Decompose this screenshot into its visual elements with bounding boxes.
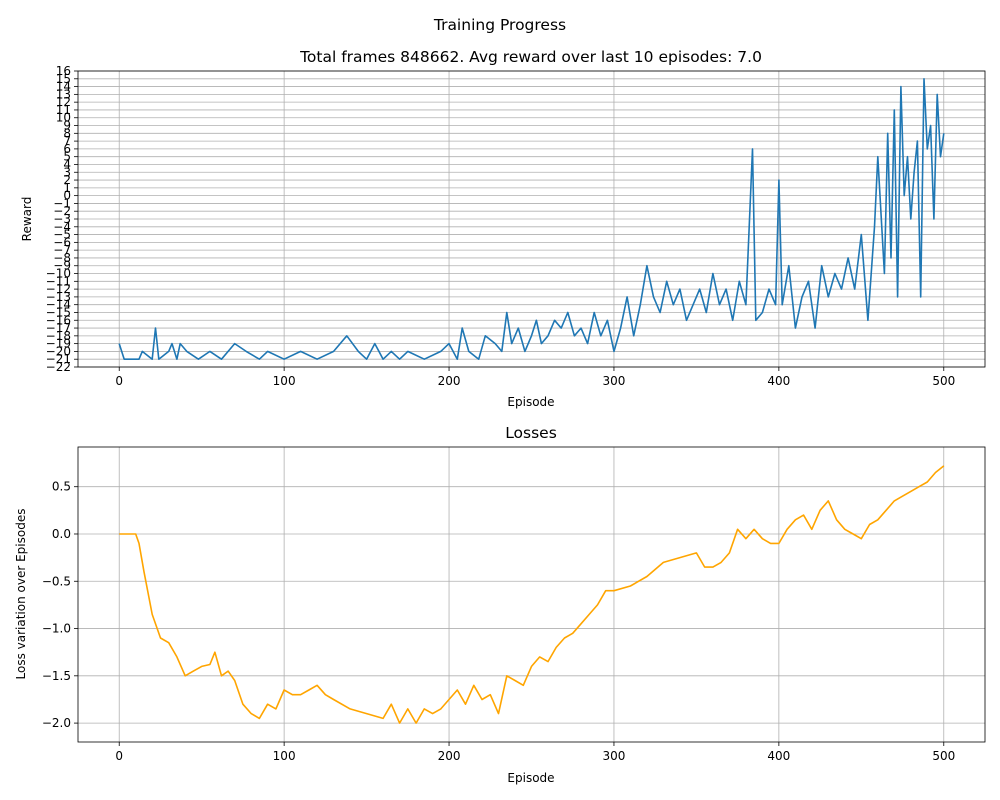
- reward-xtick-label: 400: [767, 374, 790, 388]
- reward-ytick-label: 6: [63, 142, 71, 156]
- reward-ytick-label: −2: [53, 204, 71, 218]
- reward-ytick-label: −4: [53, 220, 71, 234]
- losses-ytick-label: −1.5: [42, 669, 71, 683]
- reward-xtick-label: 200: [438, 374, 461, 388]
- reward-ytick-label: 7: [63, 134, 71, 148]
- reward-ytick-label: 10: [56, 111, 71, 125]
- losses-ytick-label: −2.0: [42, 716, 71, 730]
- losses-chart: Losses 0 100 200 300 400 500 −2.0 −1.5 −1.0 −0.5 0…: [14, 424, 986, 785]
- reward-ytick-label: −22: [46, 360, 71, 374]
- reward-chart-frame: [77, 70, 986, 368]
- reward-ytick-label: −20: [46, 344, 71, 358]
- reward-ytick-label: −19: [46, 337, 71, 351]
- reward-xtick-label: 500: [932, 374, 955, 388]
- reward-ytick-label: 14: [56, 80, 71, 94]
- reward-ytick-label: 2: [63, 173, 71, 187]
- reward-xtick-label: 100: [273, 374, 296, 388]
- losses-ytick-label: −1.0: [42, 622, 71, 636]
- reward-ytick-label: −17: [46, 321, 71, 335]
- reward-ytick-label: 0: [63, 189, 71, 203]
- reward-ytick-label: −18: [46, 329, 71, 343]
- reward-ytick-label: −10: [46, 267, 71, 281]
- reward-ytick-label: 9: [63, 119, 71, 133]
- reward-ytick-label: −13: [46, 290, 71, 304]
- reward-ytick-label: −14: [46, 298, 71, 312]
- losses-ytick-label: −0.5: [42, 574, 71, 588]
- reward-ytick-label: 15: [56, 72, 71, 86]
- figure-suptitle: Training Progress: [433, 16, 566, 34]
- reward-ytick-label: 4: [63, 157, 71, 171]
- reward-ytick-label: −8: [53, 251, 71, 265]
- reward-xtick-label: 300: [603, 374, 626, 388]
- reward-ytick-label: −3: [53, 212, 71, 226]
- losses-chart-title: Losses: [505, 424, 557, 442]
- reward-series-line: [118, 78, 945, 361]
- reward-ytick-label: 13: [56, 87, 71, 101]
- reward-ytick-label: −15: [46, 305, 71, 319]
- reward-xtick-label: 0: [115, 374, 123, 388]
- reward-ytick-label: 3: [63, 165, 71, 179]
- reward-ytick-label: −5: [53, 228, 71, 242]
- reward-ytick-label: −21: [46, 352, 71, 366]
- reward-ytick-label: −6: [53, 235, 71, 249]
- reward-ytick-label: −12: [46, 282, 71, 296]
- reward-ytick-label: 11: [56, 103, 71, 117]
- reward-chart-ylabel: Reward: [20, 197, 34, 242]
- losses-xtick-label: 200: [438, 749, 461, 763]
- losses-xtick-label: 100: [273, 749, 296, 763]
- losses-xtick-label: 300: [603, 749, 626, 763]
- reward-ytick-label: 8: [63, 126, 71, 140]
- losses-series-line: [119, 465, 945, 724]
- reward-ytick-label: −7: [53, 243, 71, 257]
- reward-ytick-label: −1: [53, 196, 71, 210]
- reward-chart-xlabel: Episode: [507, 395, 554, 409]
- losses-xtick-label: 0: [115, 749, 123, 763]
- reward-ytick-label: 1: [63, 181, 71, 195]
- reward-chart: Total frames 848662. Avg reward over las…: [20, 48, 986, 409]
- losses-chart-xlabel: Episode: [507, 771, 554, 785]
- losses-ytick-label: 0.0: [52, 527, 71, 541]
- reward-ytick-label: 5: [63, 150, 71, 164]
- losses-xtick-label: 500: [932, 749, 955, 763]
- losses-xtick-label: 400: [767, 749, 790, 763]
- reward-ytick-label: 12: [56, 95, 71, 109]
- reward-chart-title: Total frames 848662. Avg reward over las…: [299, 48, 762, 66]
- losses-chart-frame: [77, 446, 986, 743]
- reward-ytick-label: −16: [46, 313, 71, 327]
- losses-chart-ylabel: Loss variation over Episodes: [14, 509, 28, 680]
- reward-ytick-label: −9: [53, 259, 71, 273]
- losses-ytick-label: 0.5: [52, 480, 71, 494]
- reward-ytick-label: −11: [46, 274, 71, 288]
- reward-ytick-label: 16: [56, 64, 71, 78]
